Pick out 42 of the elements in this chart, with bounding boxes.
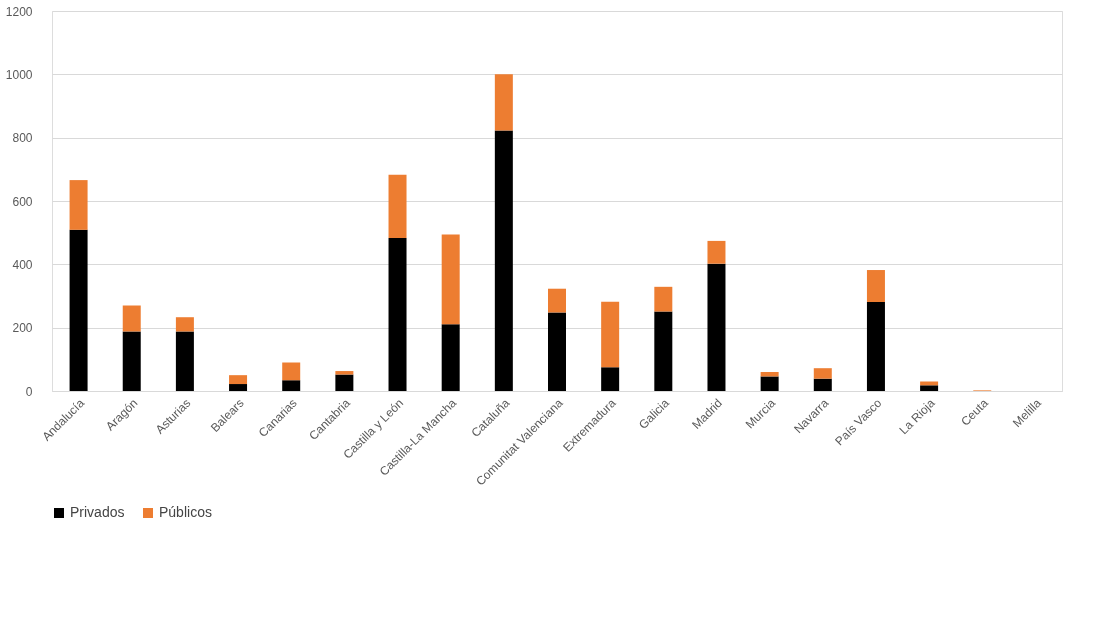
bar (175, 317, 194, 332)
bar (335, 371, 354, 375)
bar (548, 312, 566, 391)
bar (441, 324, 460, 391)
bar (601, 301, 620, 368)
bar (760, 376, 779, 391)
bar (707, 263, 726, 391)
bar (388, 174, 407, 239)
bar (654, 286, 673, 312)
y-tick-label: 200 (12, 321, 33, 336)
bar (920, 385, 939, 391)
bar (282, 380, 301, 391)
bar (122, 331, 141, 391)
y-tick-label: 800 (12, 131, 33, 146)
bar (654, 311, 673, 391)
bar (122, 305, 141, 332)
bar (282, 362, 301, 381)
y-tick-label: 0 (25, 384, 33, 399)
bar (548, 288, 566, 313)
y-tick-label: 1000 (5, 67, 33, 82)
bar (707, 240, 726, 264)
bar (866, 302, 885, 391)
bar (494, 74, 513, 131)
bar (866, 270, 885, 303)
bar (229, 375, 248, 385)
legend-label: Públicos (159, 504, 212, 520)
bar (601, 367, 620, 391)
bar (69, 180, 88, 230)
legend-label: Privados (70, 504, 125, 520)
y-tick-label: 600 (12, 194, 33, 209)
bar (441, 234, 460, 325)
bar (229, 384, 248, 391)
bar (388, 238, 407, 391)
bar (335, 374, 354, 391)
bar (813, 378, 832, 391)
y-tick-label: 400 (12, 257, 33, 272)
bar (813, 368, 832, 379)
y-tick-label: 1200 (5, 4, 33, 19)
bar (494, 130, 513, 391)
bar (760, 372, 779, 377)
bar (69, 229, 88, 391)
bar (175, 331, 194, 391)
